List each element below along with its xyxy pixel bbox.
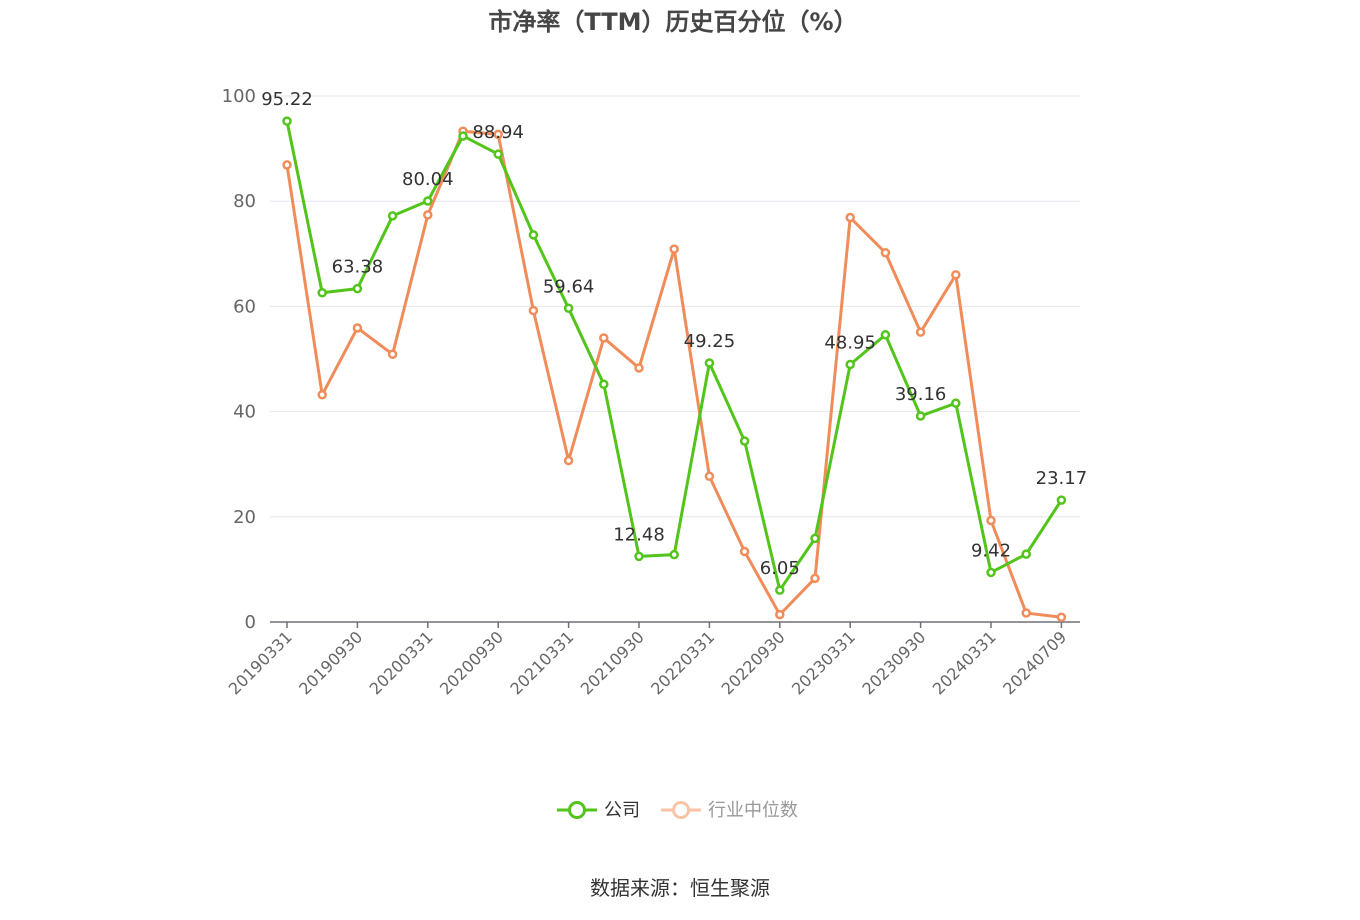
source-note: 数据来源：恒生聚源: [590, 876, 770, 900]
x-tick-label: 20230331: [788, 627, 859, 698]
data-point-industry-median[interactable]: [845, 212, 855, 223]
chart-title: 市净率（TTM）历史百分位（%）: [488, 8, 857, 36]
data-point-industry-median[interactable]: [282, 160, 292, 170]
data-point-company[interactable]: [775, 585, 785, 595]
legend-label-company: 公司: [604, 800, 640, 821]
data-point-company[interactable]: [493, 149, 503, 159]
label-layer: 95.22 63.38 80.04 88.94 59.64 12.48 49.25 6.05 4…: [261, 89, 1087, 579]
data-point-company[interactable]: [317, 287, 327, 298]
data-point-industry-median[interactable]: [810, 573, 820, 584]
data-point-industry-median[interactable]: [704, 471, 715, 482]
data-point-industry-median[interactable]: [423, 210, 433, 220]
x-tick-label: 20200331: [366, 627, 437, 698]
legend-item-industry-median[interactable]: 行业中位数: [661, 800, 798, 821]
data-point-industry-median[interactable]: [493, 129, 503, 140]
data-label: 59.64: [543, 276, 595, 297]
data-point-company[interactable]: [634, 551, 644, 562]
data-point-company[interactable]: [669, 549, 679, 560]
data-point-company[interactable]: [845, 359, 855, 370]
data-point-industry-median[interactable]: [352, 323, 363, 333]
y-tick-label: 40: [233, 402, 256, 423]
data-label: 48.95: [824, 333, 876, 354]
data-point-company[interactable]: [810, 533, 820, 544]
y-tick-label: 0: [245, 612, 256, 633]
y-tick-label: 20: [233, 507, 256, 528]
y-tick-label: 100: [222, 86, 256, 107]
data-point-company[interactable]: [986, 567, 996, 578]
data-point-company[interactable]: [423, 196, 433, 206]
data-point-company[interactable]: [387, 211, 398, 221]
data-point-industry-median[interactable]: [634, 363, 644, 373]
data-point-company[interactable]: [528, 230, 539, 240]
data-point-company[interactable]: [880, 330, 891, 340]
x-tick-label: 20220930: [718, 627, 789, 698]
data-point-industry-median[interactable]: [528, 305, 539, 316]
data-label: 95.22: [261, 89, 313, 110]
data-label: 88.94: [472, 122, 524, 143]
data-point-industry-median[interactable]: [1056, 612, 1067, 623]
data-point-industry-median[interactable]: [1021, 608, 1031, 618]
series-line-industry-median: [285, 129, 1062, 619]
data-label: 49.25: [684, 331, 736, 352]
data-point-company[interactable]: [563, 303, 574, 314]
x-tick-label: 20190930: [295, 627, 366, 698]
data-point-industry-median[interactable]: [880, 247, 891, 258]
data-point-company[interactable]: [458, 131, 468, 141]
x-tick-label: 20240709: [999, 627, 1070, 698]
data-point-company[interactable]: [599, 379, 609, 389]
data-point-company[interactable]: [915, 411, 926, 421]
data-point-company[interactable]: [1056, 495, 1067, 505]
data-label: 39.16: [895, 384, 947, 405]
data-point-company[interactable]: [282, 116, 292, 126]
data-point-industry-median[interactable]: [669, 244, 679, 254]
y-tick-label: 60: [233, 296, 256, 317]
data-label: 6.05: [760, 558, 800, 579]
data-point-company[interactable]: [704, 358, 715, 368]
x-tick-label: 20190331: [225, 627, 296, 698]
y-tick-label: 80: [233, 191, 256, 212]
x-tick-label: 20210930: [577, 627, 648, 698]
legend: 公司 行业中位数: [557, 800, 798, 821]
series-layer: [282, 116, 1067, 623]
data-point-industry-median[interactable]: [599, 333, 609, 343]
x-tick-label: 20230930: [858, 627, 929, 698]
legend-label-industry-median: 行业中位数: [708, 800, 798, 821]
data-point-company[interactable]: [1021, 549, 1031, 559]
x-tick-label: 20210331: [506, 627, 577, 698]
x-tick-label: 20200930: [436, 627, 507, 698]
data-point-industry-median[interactable]: [951, 270, 961, 280]
series-line-company: [285, 120, 1063, 592]
data-point-industry-median[interactable]: [915, 327, 926, 337]
data-label: 12.48: [613, 524, 665, 545]
data-label: 9.42: [971, 540, 1011, 561]
data-label: 63.38: [332, 257, 384, 278]
data-point-company[interactable]: [739, 436, 750, 446]
data-point-industry-median[interactable]: [986, 515, 996, 526]
grid-layer: [270, 95, 1080, 518]
data-point-industry-median[interactable]: [739, 546, 750, 557]
data-point-industry-median[interactable]: [563, 455, 574, 466]
data-point-industry-median[interactable]: [387, 349, 398, 360]
data-point-company[interactable]: [951, 398, 961, 408]
axis-layer: 0 20 40 60 80 100 20190331 20190930 20200331 2020…: [222, 86, 1080, 698]
data-point-industry-median[interactable]: [775, 609, 785, 620]
data-point-industry-median[interactable]: [317, 390, 327, 400]
data-point-company[interactable]: [352, 283, 363, 294]
data-label: 23.17: [1036, 468, 1088, 489]
x-tick-label: 20220331: [647, 627, 718, 698]
data-label: 80.04: [402, 169, 454, 190]
x-tick-label: 20240331: [929, 627, 1000, 698]
legend-item-company[interactable]: 公司: [557, 800, 640, 821]
